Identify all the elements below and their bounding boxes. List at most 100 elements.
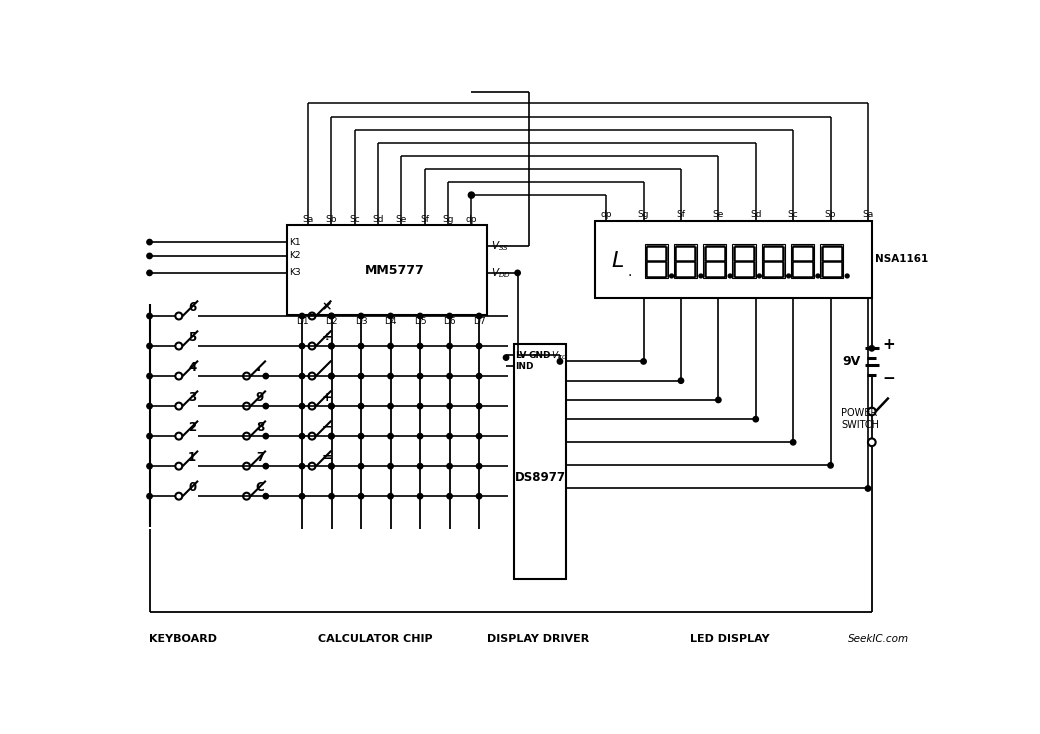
Circle shape bbox=[447, 493, 452, 499]
Circle shape bbox=[147, 404, 152, 409]
Circle shape bbox=[753, 416, 758, 422]
Circle shape bbox=[359, 404, 364, 409]
Circle shape bbox=[329, 404, 334, 409]
Circle shape bbox=[846, 274, 849, 278]
Text: DISPLAY DRIVER: DISPLAY DRIVER bbox=[488, 633, 590, 644]
Circle shape bbox=[329, 374, 334, 379]
Circle shape bbox=[388, 313, 393, 319]
Circle shape bbox=[388, 463, 393, 469]
Circle shape bbox=[388, 433, 393, 439]
Circle shape bbox=[300, 493, 305, 499]
Circle shape bbox=[476, 463, 482, 469]
Circle shape bbox=[476, 374, 482, 379]
Circle shape bbox=[147, 313, 152, 319]
Text: Se: Se bbox=[396, 214, 407, 224]
Circle shape bbox=[869, 346, 875, 351]
Circle shape bbox=[147, 374, 152, 379]
Circle shape bbox=[417, 404, 423, 409]
Circle shape bbox=[147, 433, 152, 439]
Circle shape bbox=[388, 404, 393, 409]
Circle shape bbox=[263, 463, 268, 469]
Circle shape bbox=[300, 404, 305, 409]
Circle shape bbox=[417, 313, 423, 319]
Circle shape bbox=[816, 274, 820, 278]
Circle shape bbox=[300, 433, 305, 439]
Text: dp: dp bbox=[600, 210, 612, 219]
Circle shape bbox=[300, 374, 305, 379]
Text: −: − bbox=[883, 371, 895, 386]
Text: Sd: Sd bbox=[750, 210, 761, 219]
Text: K1: K1 bbox=[289, 238, 301, 247]
Text: CALCULATOR CHIP: CALCULATOR CHIP bbox=[318, 633, 433, 644]
Circle shape bbox=[329, 344, 334, 349]
Bar bbox=[287, 225, 487, 315]
Text: Sg: Sg bbox=[442, 214, 453, 224]
Text: Sf: Sf bbox=[420, 214, 430, 224]
Text: Sb: Sb bbox=[825, 210, 836, 219]
Circle shape bbox=[329, 463, 334, 469]
Text: LED DISPLAY: LED DISPLAY bbox=[690, 633, 770, 644]
Text: D2: D2 bbox=[326, 317, 338, 326]
Circle shape bbox=[515, 270, 520, 275]
Text: D7: D7 bbox=[473, 317, 486, 326]
Text: Sc: Sc bbox=[787, 210, 799, 219]
Circle shape bbox=[147, 270, 152, 275]
Text: 8: 8 bbox=[256, 421, 264, 434]
Circle shape bbox=[417, 493, 423, 499]
Circle shape bbox=[263, 493, 268, 499]
Bar bbox=[761, 244, 785, 278]
Circle shape bbox=[447, 344, 452, 349]
Text: 2: 2 bbox=[188, 421, 197, 434]
Circle shape bbox=[447, 404, 452, 409]
Circle shape bbox=[388, 344, 393, 349]
Text: MM5777: MM5777 bbox=[365, 264, 424, 277]
Text: D6: D6 bbox=[443, 317, 456, 326]
Circle shape bbox=[359, 344, 364, 349]
Circle shape bbox=[300, 344, 305, 349]
Text: D4: D4 bbox=[385, 317, 397, 326]
Circle shape bbox=[147, 493, 152, 499]
Circle shape bbox=[329, 433, 334, 439]
Text: Sg: Sg bbox=[638, 210, 649, 219]
Text: .: . bbox=[256, 360, 261, 374]
Circle shape bbox=[447, 313, 452, 319]
Text: LV: LV bbox=[515, 351, 527, 360]
Circle shape bbox=[359, 313, 364, 319]
Text: .: . bbox=[627, 265, 631, 279]
Circle shape bbox=[476, 433, 482, 439]
Circle shape bbox=[329, 374, 334, 379]
Circle shape bbox=[447, 463, 452, 469]
Circle shape bbox=[300, 463, 305, 469]
Text: Sf: Sf bbox=[676, 210, 685, 219]
Circle shape bbox=[557, 359, 563, 364]
Text: Sb: Sb bbox=[326, 214, 337, 224]
Circle shape bbox=[476, 493, 482, 499]
Text: GND: GND bbox=[528, 351, 551, 360]
Circle shape bbox=[359, 433, 364, 439]
Bar bbox=[674, 244, 697, 278]
Circle shape bbox=[790, 440, 796, 445]
Circle shape bbox=[147, 239, 152, 244]
Text: ÷: ÷ bbox=[321, 331, 332, 344]
Text: dp: dp bbox=[466, 214, 477, 224]
Circle shape bbox=[417, 374, 423, 379]
Circle shape bbox=[476, 404, 482, 409]
Text: 4: 4 bbox=[188, 360, 197, 374]
Circle shape bbox=[447, 433, 452, 439]
Circle shape bbox=[388, 374, 393, 379]
Circle shape bbox=[476, 313, 482, 319]
Bar bbox=[645, 244, 668, 278]
Circle shape bbox=[147, 253, 152, 258]
Circle shape bbox=[329, 433, 334, 439]
Text: DS8977: DS8977 bbox=[515, 470, 566, 484]
Text: Sa: Sa bbox=[303, 214, 314, 224]
Circle shape bbox=[263, 374, 268, 379]
Bar bbox=[595, 220, 872, 297]
Bar bbox=[732, 244, 755, 278]
Circle shape bbox=[329, 404, 334, 409]
Text: SeekIC.com: SeekIC.com bbox=[848, 633, 909, 644]
Circle shape bbox=[699, 274, 703, 278]
Circle shape bbox=[417, 344, 423, 349]
Text: 5: 5 bbox=[188, 331, 197, 344]
Text: 3: 3 bbox=[188, 390, 197, 404]
